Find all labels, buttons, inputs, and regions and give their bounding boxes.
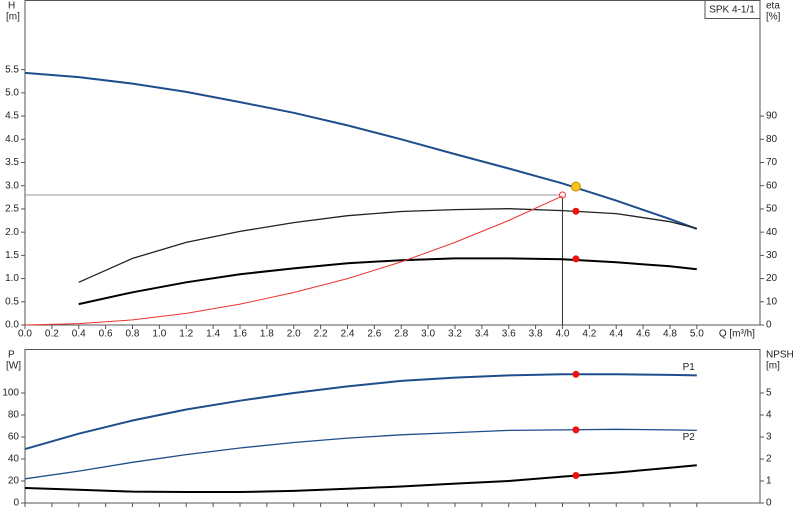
x-tick-label: 0.4 [72,329,86,340]
y-tick-label: 1.0 [5,273,19,284]
duty-point [572,426,580,434]
y2-tick-label: 2 [766,454,772,465]
y2-tick-label: 70 [766,157,778,168]
x-tick-label: 0.0 [18,329,32,340]
x-tick-label: 4.6 [636,329,650,340]
curve [78,208,697,283]
y-tick-label: 4.0 [5,134,19,145]
y-tick-label: 100 [2,388,19,399]
y2-axis-unit: [%] [766,12,781,23]
curve [24,428,697,480]
x-tick-label: 0.8 [126,329,140,340]
curve [24,464,697,493]
y-tick-label: 1.5 [5,250,19,261]
y-tick-label: 3.5 [5,157,19,168]
y-tick-label: 80 [8,410,20,421]
series-label: P2 [683,432,696,443]
x-tick-label: 1.0 [152,329,166,340]
x-tick-label: 1.6 [233,329,247,340]
y-tick-label: 0.0 [5,320,19,331]
y-axis-label: P [8,350,15,361]
y-tick-label: 4.5 [5,111,19,122]
x-tick-label: 2.6 [367,329,381,340]
x-tick-label: 3.6 [502,329,516,340]
y-tick-label: 40 [8,454,20,465]
plot-frame [24,0,761,326]
y2-tick-label: 20 [766,273,778,284]
x-tick-label: 3.4 [475,329,489,340]
y2-tick-label: 40 [766,227,778,238]
y-tick-label: 2.0 [5,227,19,238]
x-tick-label: 2.2 [314,329,328,340]
y2-tick-label: 5 [766,388,772,399]
y-axis-label: H [8,1,15,12]
x-tick-label: 4.8 [663,329,677,340]
y-axis-unit: [m] [6,12,20,23]
curve [24,373,697,451]
curve [78,257,697,306]
y2-tick-label: 60 [766,180,778,191]
y2-tick-label: 90 [766,111,778,122]
y2-axis-label: eta [766,1,780,12]
x-tick-label: 4.2 [582,329,596,340]
x-tick-label: 1.4 [206,329,220,340]
y2-tick-label: 30 [766,250,778,261]
x-tick-label: 4.0 [556,329,570,340]
y-tick-label: 5.5 [5,64,19,75]
x-tick-label: 5.0 [690,329,704,340]
curve [24,195,563,326]
duty-point [572,370,580,378]
y-tick-label: 0 [13,498,19,509]
plot-frame [24,349,761,504]
x-tick-label: 3.8 [529,329,543,340]
duty-point [572,207,580,215]
y2-axis-label: NPSH [766,350,794,361]
x-tick-label: 1.2 [179,329,193,340]
x-tick-label: 1.8 [260,329,274,340]
y2-tick-label: 1 [766,476,772,487]
series-label: P1 [683,362,696,373]
y-tick-label: 60 [8,432,20,443]
x-axis-label: Q [m³/h] [719,329,755,340]
y2-tick-label: 80 [766,134,778,145]
x-tick-label: 3.0 [421,329,435,340]
y2-tick-label: 50 [766,204,778,215]
y2-tick-label: 0 [766,498,772,509]
y2-tick-label: 3 [766,432,772,443]
x-tick-label: 2.0 [287,329,301,340]
y2-tick-label: 0 [766,320,772,331]
x-tick-label: 0.2 [45,329,59,340]
chart-tag: SPK 4-1/1 [709,5,755,16]
x-tick-label: 4.4 [609,329,623,340]
y-tick-label: 5.0 [5,87,19,98]
x-tick-label: 2.8 [394,329,408,340]
y2-tick-label: 10 [766,296,778,307]
curve [24,71,698,230]
y2-tick-label: 4 [766,410,772,421]
duty-point [572,255,580,263]
duty-point [570,181,581,192]
y-tick-label: 3.0 [5,180,19,191]
y-tick-label: 0.5 [5,296,19,307]
y-tick-label: 20 [8,476,20,487]
x-tick-label: 0.6 [99,329,113,340]
tag-box [704,0,761,19]
y-tick-label: 2.5 [5,204,19,215]
x-tick-label: 3.2 [448,329,462,340]
y2-axis-unit: [m] [766,361,780,372]
duty-point [572,472,580,479]
y-axis-unit: [W] [6,361,21,372]
x-tick-label: 2.4 [341,329,355,340]
